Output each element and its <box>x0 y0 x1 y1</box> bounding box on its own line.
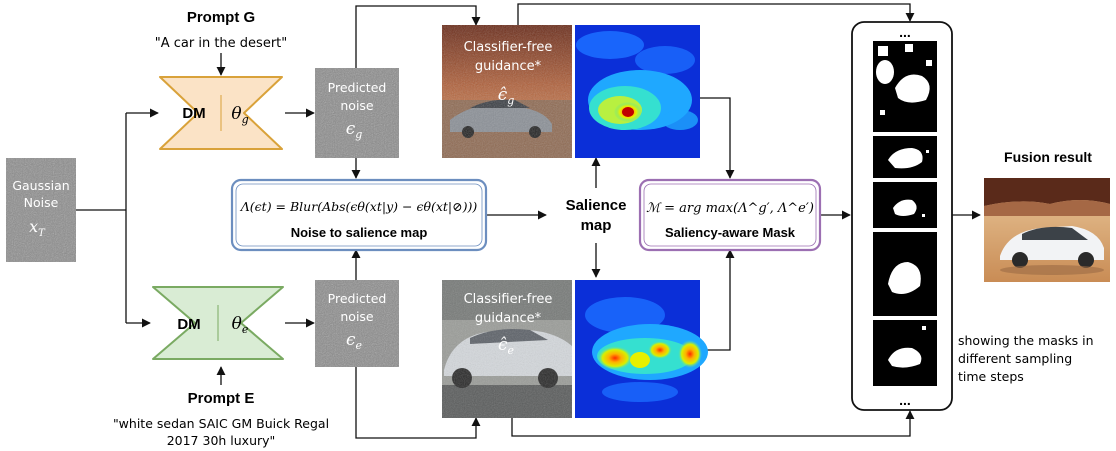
mask-column-ellipsis-top: ... <box>899 24 911 40</box>
mask-step-3 <box>873 182 937 228</box>
fusion-title: Fusion result <box>1004 149 1092 165</box>
predicted-noise-top-line1: Predicted <box>328 80 387 95</box>
cfg-top-symbol: ϵ̂g <box>498 85 515 107</box>
saliency-mask-box: ℳ = arg max(Λ^g′, Λ^e′) Saliency-aware M… <box>638 178 822 252</box>
cfg-bottom-line1: Classifier-free <box>464 292 553 307</box>
cfg-bottom-line2: guidance* <box>475 311 542 326</box>
predicted-noise-bottom-symbol: ϵe <box>346 330 363 352</box>
prompt-g-title: Prompt G <box>187 9 255 26</box>
mask-step-5 <box>873 320 937 386</box>
predicted-noise-bottom-line2: noise <box>340 309 374 324</box>
saliency-mask-label: Saliency-aware Mask <box>665 225 796 240</box>
gaussian-noise-box: Gaussian Noise xT <box>6 158 76 262</box>
cfg-top-line2: guidance* <box>475 59 542 74</box>
mask-caption-2: different sampling <box>958 351 1072 366</box>
dm-bottom-label: DM <box>177 316 200 333</box>
mask-column-ellipsis-bottom: ... <box>899 392 911 408</box>
dm-bottom-theta: θe <box>232 314 249 336</box>
noise-to-salience-box: Λ(ϵt) = Blur(Abs(ϵθ(xt|y) − ϵθ(xt|⊘))) N… <box>230 178 488 252</box>
mask-step-4 <box>873 232 937 316</box>
gaussian-noise-label-2: Noise <box>24 195 59 210</box>
salience-heatmap-top <box>575 25 700 158</box>
prompt-e-text-2: 2017 30h luxury" <box>167 433 276 448</box>
predicted-noise-top-symbol: ϵg <box>346 119 363 141</box>
fusion-image <box>984 178 1110 282</box>
predicted-noise-top-line2: noise <box>340 98 374 113</box>
saliency-mask-formula: ℳ = arg max(Λ^g′, Λ^e′) <box>646 201 814 216</box>
mask-caption-1: showing the masks in <box>958 333 1094 348</box>
predicted-noise-top: Predicted noise ϵg <box>315 68 399 158</box>
dm-top-theta: θg <box>231 104 248 126</box>
dm-bottom-block: DM θe <box>152 286 284 360</box>
mask-caption-3: time steps <box>958 369 1024 384</box>
salience-map-label-2: map <box>581 217 612 234</box>
mask-step-2 <box>873 136 937 178</box>
cfg-bottom-symbol: ϵ̂e <box>498 335 515 357</box>
dm-top-label: DM <box>182 105 205 122</box>
gaussian-noise-symbol: xT <box>29 217 46 239</box>
prompt-e-title: Prompt E <box>188 390 255 407</box>
cfg-bottom-image: Classifier-free guidance* ϵ̂e <box>442 280 572 418</box>
connectors <box>76 3 981 439</box>
dm-top-block: DM θg <box>159 76 283 150</box>
cfg-top-line1: Classifier-free <box>464 40 553 55</box>
gaussian-noise-label-1: Gaussian <box>12 178 69 193</box>
noise-to-salience-formula: Λ(ϵt) = Blur(Abs(ϵθ(xt|y) − ϵθ(xt|⊘))) <box>240 199 478 214</box>
prompt-e-text-1: "white sedan SAIC GM Buick Regal <box>113 416 329 431</box>
cfg-top-image: Classifier-free guidance* ϵ̂g <box>442 25 572 158</box>
predicted-noise-bottom: Predicted noise ϵe <box>315 280 399 367</box>
salience-map-label-1: Salience <box>566 197 627 214</box>
prompt-g-text: "A car in the desert" <box>155 36 288 51</box>
predicted-noise-bottom-line1: Predicted <box>328 291 387 306</box>
mask-step-1 <box>873 41 937 132</box>
mask-column: ... ... <box>851 21 953 411</box>
noise-to-salience-label: Noise to salience map <box>291 225 428 240</box>
salience-heatmap-bottom <box>575 280 708 418</box>
